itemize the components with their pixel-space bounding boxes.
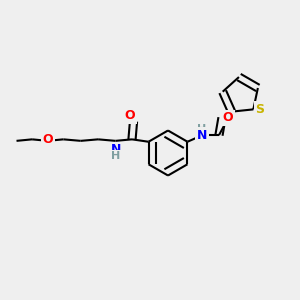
- Text: H: H: [197, 124, 206, 134]
- Text: N: N: [197, 129, 207, 142]
- Text: O: O: [42, 133, 53, 146]
- Text: H: H: [112, 151, 121, 161]
- Text: N: N: [111, 143, 121, 156]
- Text: O: O: [223, 111, 233, 124]
- Text: S: S: [255, 103, 264, 116]
- Text: O: O: [124, 110, 135, 122]
